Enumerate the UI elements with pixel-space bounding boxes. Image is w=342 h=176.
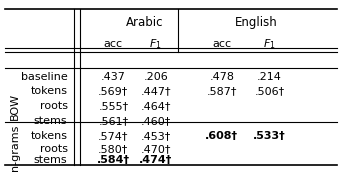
Text: .580†: .580† <box>98 144 129 154</box>
Text: .506†: .506† <box>254 86 285 96</box>
Text: .460†: .460† <box>141 116 171 126</box>
Text: .587†: .587† <box>207 86 237 96</box>
Text: .555†: .555† <box>98 101 128 111</box>
Text: n-grams: n-grams <box>10 125 20 171</box>
Text: acc: acc <box>212 39 232 49</box>
Text: .561†: .561† <box>98 116 128 126</box>
Text: English: English <box>234 16 277 29</box>
Text: $F_1$: $F_1$ <box>263 37 276 51</box>
Text: .453†: .453† <box>141 131 171 141</box>
Text: .214: .214 <box>257 72 282 82</box>
Text: .437: .437 <box>101 72 126 82</box>
Text: baseline: baseline <box>21 72 67 82</box>
Text: .206: .206 <box>143 72 168 82</box>
Text: .574†: .574† <box>98 131 129 141</box>
Text: .470†: .470† <box>141 144 171 154</box>
Text: tokens: tokens <box>30 86 67 96</box>
Text: .569†: .569† <box>98 86 129 96</box>
Text: roots: roots <box>40 144 67 154</box>
Text: stems: stems <box>34 155 67 165</box>
Text: .478: .478 <box>209 72 234 82</box>
Text: tokens: tokens <box>30 131 67 141</box>
Text: .608†: .608† <box>205 131 238 141</box>
Text: stems: stems <box>34 116 67 126</box>
Text: BOW: BOW <box>10 93 20 120</box>
Text: .584†: .584† <box>97 155 130 165</box>
Text: $F_1$: $F_1$ <box>149 37 162 51</box>
Text: .447†: .447† <box>141 86 171 96</box>
Text: Arabic: Arabic <box>126 16 163 29</box>
Text: .464†: .464† <box>141 101 171 111</box>
Text: roots: roots <box>40 101 67 111</box>
Text: .474†: .474† <box>139 155 172 165</box>
Text: acc: acc <box>104 39 123 49</box>
Text: .533†: .533† <box>253 131 286 141</box>
